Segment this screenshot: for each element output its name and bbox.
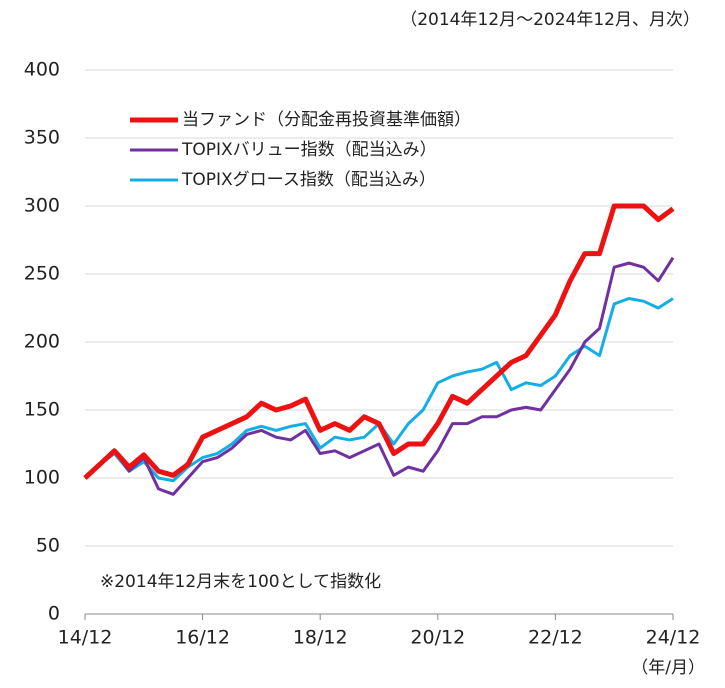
y-tick-label: 0	[48, 603, 60, 625]
legend-label: TOPIXグロース指数（配当込み）	[181, 170, 436, 190]
y-tick-label: 250	[24, 263, 60, 285]
x-tick-label: 24/12	[646, 627, 701, 649]
note: ※2014年12月末を100として指数化	[100, 572, 381, 592]
y-tick-label: 350	[24, 127, 60, 149]
x-tick-label: 14/12	[58, 627, 113, 649]
series-line	[83, 256, 675, 496]
y-tick-label: 300	[24, 195, 60, 217]
x-tick-label: 20/12	[410, 627, 465, 649]
x-tick-label: 18/12	[293, 627, 348, 649]
y-tick-label: 400	[24, 59, 60, 81]
x-tick-label: 22/12	[528, 627, 583, 649]
legend-label: TOPIXバリュー指数（配当込み）	[181, 140, 437, 160]
series-line	[83, 296, 674, 483]
y-tick-label: 100	[24, 467, 60, 489]
y-tick-label: 50	[36, 535, 60, 557]
y-tick-label: 200	[24, 331, 60, 353]
subtitle: （2014年12月～2024年12月、月次）	[400, 10, 700, 30]
y-tick-label: 150	[24, 399, 60, 421]
x-tick-label: 16/12	[175, 627, 230, 649]
series-line	[83, 203, 675, 480]
x-axis-label: （年/月）	[631, 658, 705, 678]
legend-label: 当ファンド（分配金再投資基準価額）	[182, 110, 471, 130]
